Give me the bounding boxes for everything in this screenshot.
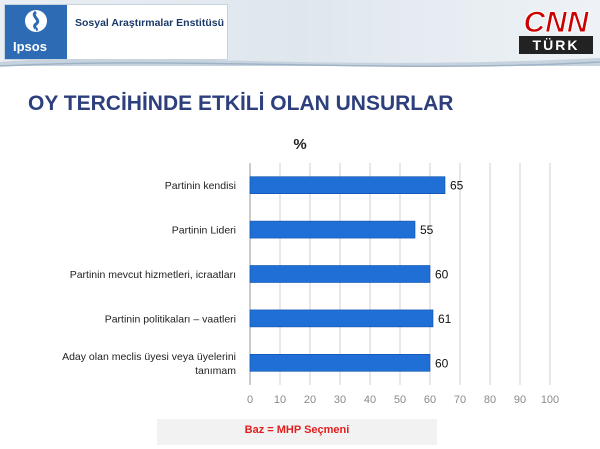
- x-tick-label: 40: [364, 394, 376, 406]
- cnn-turk-logo: CNN TÜRK: [519, 6, 593, 54]
- ipsos-logo-box: Ipsos Sosyal Araştırmalar Enstitüsü: [4, 4, 228, 60]
- x-tick-label: 60: [424, 394, 436, 406]
- bar-value-label: 60: [435, 356, 449, 370]
- bar: [249, 265, 431, 283]
- category-label: Partinin politikaları – vaatleri: [105, 313, 236, 325]
- slide-title: OY TERCİHİNDE ETKİLİ OLAN UNSURLAR: [28, 92, 454, 115]
- x-tick-label: 80: [484, 394, 496, 406]
- chart-value-labels: 65 55 60 61 60: [420, 179, 464, 371]
- bar: [249, 353, 431, 372]
- x-tick-label: 0: [247, 394, 253, 406]
- chart-bars: [249, 176, 446, 372]
- cnn-logo-text: CNN: [524, 6, 590, 39]
- ipsos-brand: Ipsos: [13, 39, 47, 54]
- ipsos-logo: [5, 5, 67, 59]
- bar-value-label: 65: [450, 179, 464, 193]
- bar-value-label: 61: [438, 312, 452, 326]
- x-tick-label: 30: [334, 394, 346, 406]
- category-label: Partinin kendisi: [165, 180, 236, 192]
- x-tick-label: 20: [304, 394, 316, 406]
- bar-value-label: 55: [420, 223, 434, 237]
- category-label: Aday olan meclis üyesi veya üyelerini: [62, 351, 236, 363]
- bar-value-label: 60: [435, 268, 449, 282]
- x-tick-label: 50: [394, 394, 406, 406]
- x-tick-label: 10: [274, 394, 286, 406]
- institute-name: Sosyal Araştırmalar Enstitüsü: [75, 17, 224, 29]
- x-tick-label: 90: [514, 394, 526, 406]
- chart-category-labels: Partinin kendisi Partinin Lideri Partinin …: [62, 180, 236, 377]
- base-note-background: [157, 419, 437, 445]
- category-label: Partinin Lideri: [172, 225, 236, 237]
- bar: [249, 220, 416, 239]
- turk-logo-text: TÜRK: [533, 37, 580, 53]
- category-label: tanımam: [195, 365, 236, 377]
- chart-title: %: [293, 136, 306, 153]
- bar: [249, 309, 434, 328]
- category-label: Partinin mevcut hizmetleri, icraatları: [70, 269, 236, 281]
- chart-x-tick-labels: 0 10 20 30 40 50 60 70 80 90 100: [247, 394, 559, 406]
- base-note: Baz = MHP Seçmeni: [244, 424, 350, 436]
- x-tick-label: 100: [541, 394, 559, 406]
- x-tick-label: 70: [454, 394, 466, 406]
- bar: [249, 176, 446, 194]
